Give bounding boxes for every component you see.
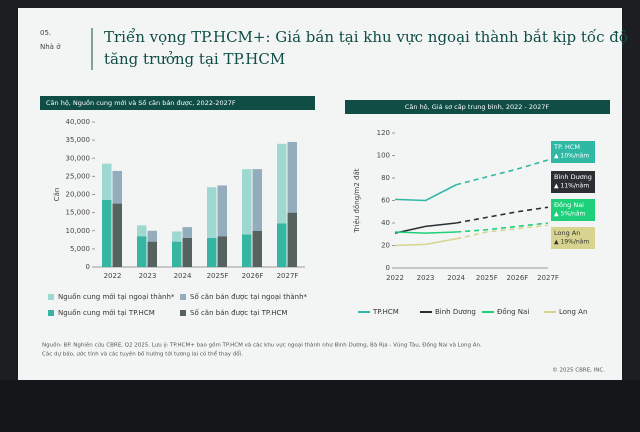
series-line bbox=[456, 206, 549, 224]
bar-segment bbox=[207, 238, 217, 267]
bar-segment bbox=[242, 169, 252, 235]
annotation-box bbox=[551, 199, 595, 221]
bar-segment bbox=[102, 163, 112, 200]
bar-segment bbox=[172, 241, 182, 267]
annotation-box bbox=[551, 141, 595, 163]
y-tick-label: 0 bbox=[386, 264, 390, 272]
bar-segment bbox=[137, 225, 147, 237]
series-line bbox=[456, 222, 549, 233]
bar-segment bbox=[252, 169, 262, 231]
legend-label: Bình Dương bbox=[435, 308, 476, 316]
legend-label: Đồng Nai bbox=[497, 308, 529, 316]
bar-segment bbox=[217, 236, 227, 267]
annotation-growth: ▲ 19%/năm bbox=[554, 239, 589, 246]
annotation-growth: ▲ 5%/năm bbox=[554, 211, 586, 218]
x-tick-label: 2023 bbox=[417, 274, 435, 282]
y-tick-label: 60 bbox=[381, 197, 390, 205]
bar-segment bbox=[112, 203, 122, 267]
series-line bbox=[394, 231, 457, 234]
chart-header bbox=[40, 96, 315, 110]
annotation-label: Đồng Nai bbox=[554, 201, 584, 209]
footnote: Nguồn: BP. Nghiên cứu CBRE, Q2 2025. Lưu… bbox=[42, 341, 482, 349]
legend-swatch bbox=[48, 294, 54, 300]
bar-segment bbox=[287, 212, 297, 267]
x-tick-label: 2023 bbox=[139, 272, 157, 280]
legend-swatch bbox=[180, 310, 186, 316]
y-tick-label: 15,000 bbox=[66, 209, 91, 217]
y-tick-label: 20,000 bbox=[66, 191, 91, 199]
legend-label: Nguồn cung mới tại ngoại thành* bbox=[58, 293, 175, 301]
bar-segment bbox=[182, 227, 192, 238]
bar-segment bbox=[182, 238, 192, 267]
x-tick-label: 2027F bbox=[277, 272, 299, 280]
legend-swatch bbox=[48, 310, 54, 316]
y-tick-label: 35,000 bbox=[66, 136, 91, 144]
bar-segment bbox=[137, 236, 147, 267]
legend-label: TP.HCM bbox=[372, 308, 399, 316]
annotation-box bbox=[551, 171, 595, 193]
y-tick-label: 10,000 bbox=[66, 227, 91, 235]
chart-title: Căn hộ, Giá sơ cấp trung bình, 2022 - 20… bbox=[405, 103, 550, 111]
bar-segment bbox=[242, 234, 252, 267]
y-tick-label: 40 bbox=[381, 219, 390, 227]
footnote: Các dự báo, ước tính và các tuyên bố hướ… bbox=[42, 351, 243, 358]
bar-segment bbox=[287, 141, 297, 213]
x-tick-label: 2026F bbox=[506, 274, 528, 282]
x-tick-label: 2022 bbox=[104, 272, 122, 280]
series-line bbox=[456, 159, 549, 186]
y-tick-label: 120 bbox=[377, 129, 390, 137]
y-tick-label: 5,000 bbox=[70, 245, 90, 253]
y-tick-label: 40,000 bbox=[66, 118, 91, 126]
series-line bbox=[456, 224, 549, 240]
bar-segment bbox=[147, 241, 157, 267]
bar-segment bbox=[277, 223, 287, 267]
title-line: Triển vọng TP.HCM+: Giá bán tại khu vực … bbox=[104, 28, 628, 46]
slide-number: 05. bbox=[40, 29, 51, 37]
annotation-growth: ▲ 11%/năm bbox=[554, 183, 589, 190]
bar-segment bbox=[207, 187, 217, 238]
y-tick-label: 0 bbox=[86, 263, 90, 271]
y-tick-label: 20 bbox=[381, 242, 390, 250]
bar-segment bbox=[112, 170, 122, 204]
series-line bbox=[394, 184, 457, 202]
annotation-growth: ▲ 10%/năm bbox=[554, 153, 589, 160]
y-tick-label: 100 bbox=[377, 152, 390, 160]
legend-swatch bbox=[180, 294, 186, 300]
y-axis-label: Căn bbox=[53, 188, 61, 202]
bar-segment bbox=[102, 199, 112, 267]
y-tick-label: 25,000 bbox=[66, 172, 91, 180]
annotation-box bbox=[551, 227, 595, 249]
bar-segment bbox=[277, 143, 287, 224]
annotation-label: Bình Dương bbox=[554, 173, 592, 181]
x-tick-label: 2027F bbox=[537, 274, 559, 282]
section: Nhà ở bbox=[40, 43, 61, 51]
x-tick-label: 2025F bbox=[207, 272, 229, 280]
bar-segment bbox=[147, 230, 157, 242]
legend-label: Long An bbox=[559, 308, 587, 316]
x-tick-label: 2026F bbox=[242, 272, 264, 280]
copyright: © 2025 CBRE, INC. bbox=[552, 367, 605, 374]
series-line bbox=[394, 222, 457, 234]
bar-segment bbox=[252, 230, 262, 267]
x-tick-label: 2024 bbox=[174, 272, 192, 280]
y-tick-label: 30,000 bbox=[66, 154, 91, 162]
legend-label: Số căn bán được tại ngoại thành* bbox=[190, 293, 308, 301]
x-tick-label: 2025F bbox=[476, 274, 498, 282]
x-tick-label: 2024 bbox=[447, 274, 465, 282]
series-line bbox=[394, 237, 457, 247]
chart-title: Căn hộ, Nguồn cung mới và Số căn bán đượ… bbox=[46, 99, 236, 107]
legend-label: Nguồn cung mới tại TP.HCM bbox=[58, 309, 155, 317]
annotation-label: TP. HCM bbox=[553, 143, 580, 151]
annotation-label: Long An bbox=[554, 229, 580, 237]
bar-segment bbox=[172, 231, 182, 242]
audience bbox=[0, 380, 640, 432]
x-tick-label: 2022 bbox=[386, 274, 404, 282]
bar-segment bbox=[217, 185, 227, 237]
y-tick-label: 80 bbox=[381, 174, 390, 182]
y-axis-label: Triệu đồng/m2 đất bbox=[353, 168, 361, 233]
chart-header bbox=[345, 100, 610, 114]
title-line: tăng trưởng tại TP.HCM bbox=[104, 50, 285, 68]
legend-label: Số căn bán được tại TP.HCM bbox=[190, 309, 287, 317]
